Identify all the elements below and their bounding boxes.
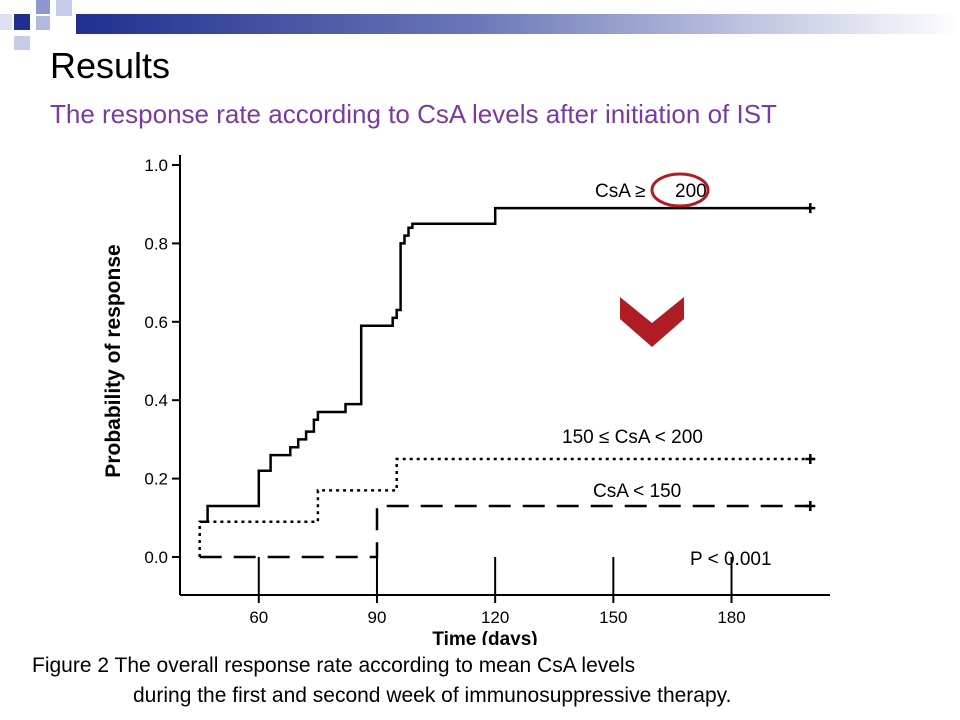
x-tick-label: 60 [249,608,268,627]
y-tick-label: 0.8 [144,234,168,253]
y-tick-label: 1.0 [144,156,168,175]
series-label-2: 150 ≤ CsA < 200 [562,427,703,448]
series-line-3 [199,504,811,559]
series-line-2 [198,457,811,557]
censor-mark [805,203,816,214]
deco-square-light [36,0,50,14]
deco-square-light [56,0,72,16]
chart-axes: 0.0 0.2 0.4 0.6 0.8 1.0 60 90 120 150 180 Time (day… [102,155,830,645]
y-tick-label: 0.4 [144,391,168,410]
header-gradient-bar [76,14,960,34]
deco-square-light [0,14,12,30]
p-value-label: P < 0.001 [690,549,772,570]
slide-subtitle: The response rate according to CsA level… [50,99,777,129]
x-tick-label: 120 [481,608,509,627]
series-line-1 [199,206,811,523]
deco-square-light [14,36,30,50]
y-tick-label: 0.6 [144,313,168,332]
chart-series [198,203,816,559]
highlight-circle [650,172,710,208]
y-axis-title: Probability of response [102,244,125,477]
x-axis-title: Time (days) [432,629,537,645]
slide-title: Results [50,45,171,86]
series-label-1-value: 200 [675,181,707,202]
y-tick-label: 0.0 [144,548,168,567]
caption-line-2: during the first and second week of immu… [133,684,732,707]
censor-mark [805,454,816,464]
x-tick-label: 180 [717,608,745,627]
series-label-3: CsA < 150 [593,481,681,502]
censor-mark [805,501,816,512]
caption-line-1: Figure 2 The overall response rate accor… [32,654,636,677]
x-tick-label: 150 [599,608,627,627]
deco-square-dark [14,14,30,30]
x-tick-label: 90 [368,608,387,627]
down-arrow-icon [620,297,684,347]
chart-labels: CsA ≥ 200 150 ≤ CsA < 200 CsA < 150 P < 0.00… [562,172,772,570]
deco-square-light [36,16,50,30]
response-chart: 0.0 0.2 0.4 0.6 0.8 1.0 60 90 120 150 180 Time (day… [102,155,830,645]
series-label-1-prefix: CsA ≥ [595,181,646,202]
y-tick-label: 0.2 [144,470,168,489]
figure-caption: Figure 2 The overall response rate accor… [32,651,731,711]
